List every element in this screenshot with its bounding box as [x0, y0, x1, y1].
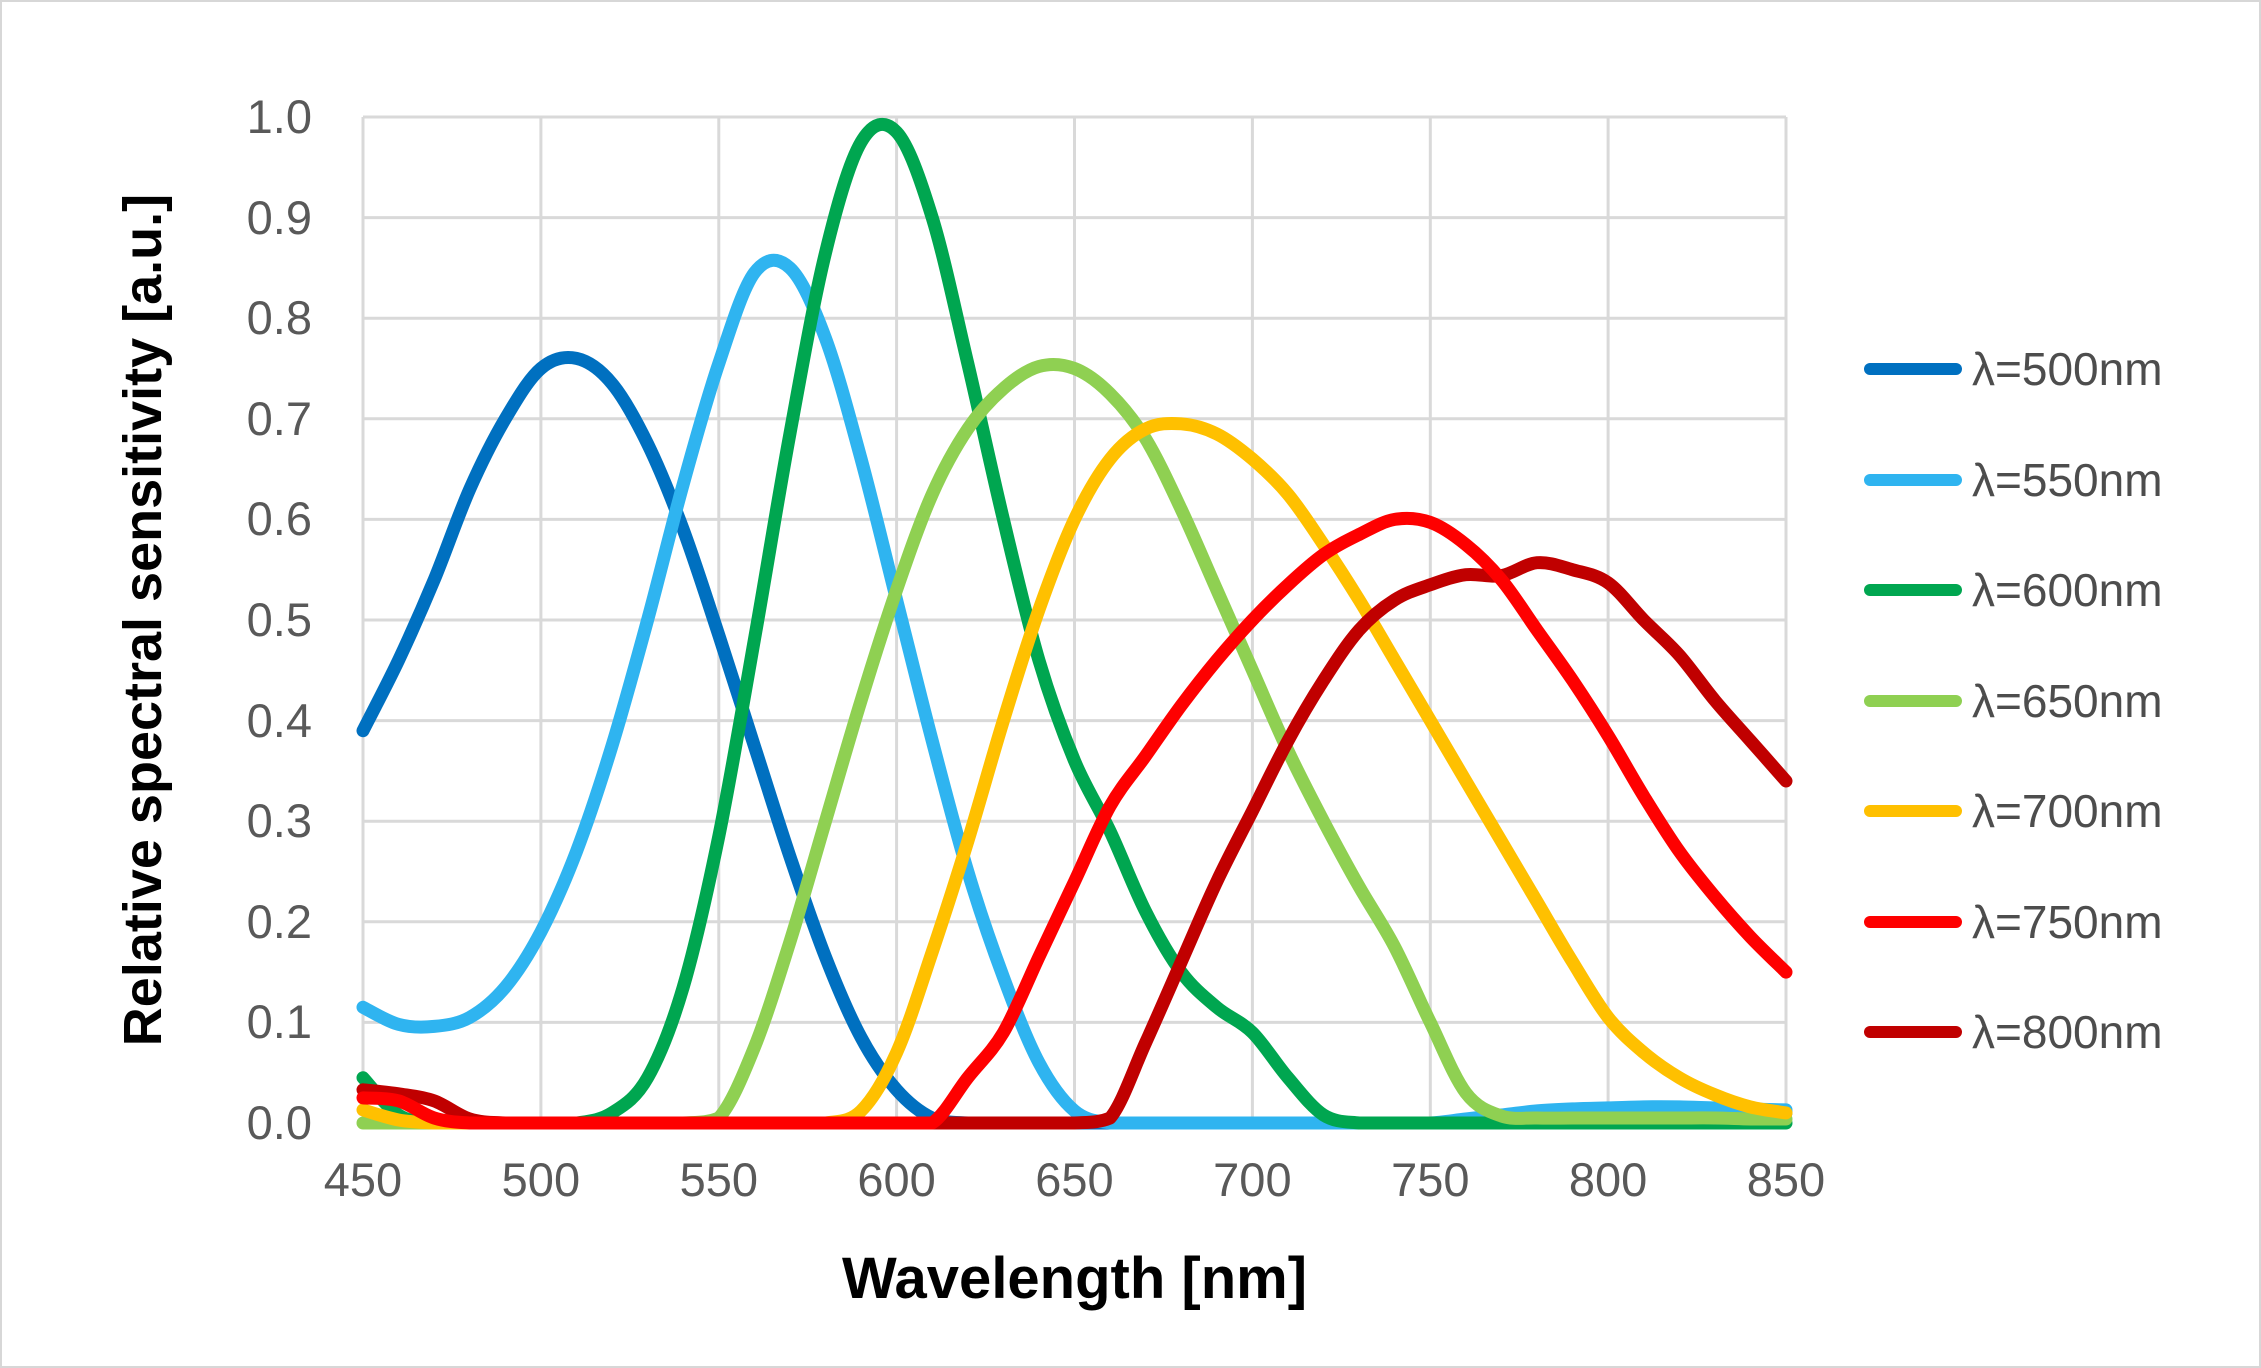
legend-item-600nm: λ=600nm [1864, 561, 2163, 619]
y-tick-label-0.8: 0.8 [246, 291, 312, 345]
y-tick-label-0.6: 0.6 [246, 492, 312, 546]
legend-swatch-550nm [1864, 473, 1962, 486]
x-tick-label-650: 650 [1035, 1153, 1114, 1206]
x-tick-label-500: 500 [501, 1153, 581, 1206]
y-tick-label-0.9: 0.9 [246, 190, 312, 244]
x-tick-label-450: 450 [323, 1153, 403, 1206]
legend-label-500nm: λ=500nm [1972, 343, 2163, 395]
y-tick-label-0.2: 0.2 [246, 894, 312, 948]
y-axis-title: Relative spectral sensitivity [a.u.] [113, 193, 173, 1047]
x-tick-label-800: 800 [1568, 1153, 1648, 1206]
curve-750nm [356, 511, 1793, 1130]
legend-item-800nm: λ=800nm [1864, 1003, 2163, 1061]
legend-swatch-750nm [1864, 915, 1962, 928]
y-tick-label-0.7: 0.7 [246, 391, 312, 445]
x-axis-title: Wavelength [nm] [841, 1246, 1308, 1311]
y-tick-label-0.1: 0.1 [246, 995, 312, 1049]
x-tick-label-600: 600 [857, 1153, 936, 1206]
legend-swatch-600nm [1864, 584, 1962, 596]
legend-item-650nm: λ=650nm [1864, 672, 2163, 730]
legend-label-750nm: λ=750nm [1972, 895, 2163, 948]
legend-swatch-500nm [1864, 363, 1962, 375]
legend-label-600nm: λ=600nm [1972, 564, 2163, 616]
legend-label-550nm: λ=550nm [1972, 453, 2163, 506]
legend-item-550nm: λ=550nm [1864, 451, 2163, 509]
x-tick-label-700: 700 [1213, 1153, 1292, 1206]
legend-item-750nm: λ=750nm [1864, 893, 2163, 951]
legend-label-650nm: λ=650nm [1972, 674, 2163, 727]
legend-label-800nm: λ=800nm [1972, 1006, 2163, 1058]
x-tick-label-850: 850 [1746, 1153, 1826, 1206]
y-tick-label-1.0: 1.0 [246, 90, 312, 143]
legend-item-500nm: λ=500nm [1864, 340, 2163, 398]
y-tick-label-0.4: 0.4 [246, 693, 312, 747]
legend-swatch-650nm [1864, 694, 1962, 707]
legend-label-700nm: λ=700nm [1972, 785, 2163, 837]
x-tick-label-550: 550 [679, 1153, 758, 1206]
legend-swatch-800nm [1864, 1026, 1962, 1038]
y-tick-label-0.5: 0.5 [246, 593, 312, 646]
x-tick-label-750: 750 [1391, 1153, 1470, 1206]
y-tick-label-0.0: 0.0 [246, 1096, 312, 1149]
y-tick-label-0.3: 0.3 [246, 794, 312, 848]
legend-swatch-700nm [1864, 805, 1962, 817]
legend-item-700nm: λ=700nm [1864, 782, 2163, 840]
